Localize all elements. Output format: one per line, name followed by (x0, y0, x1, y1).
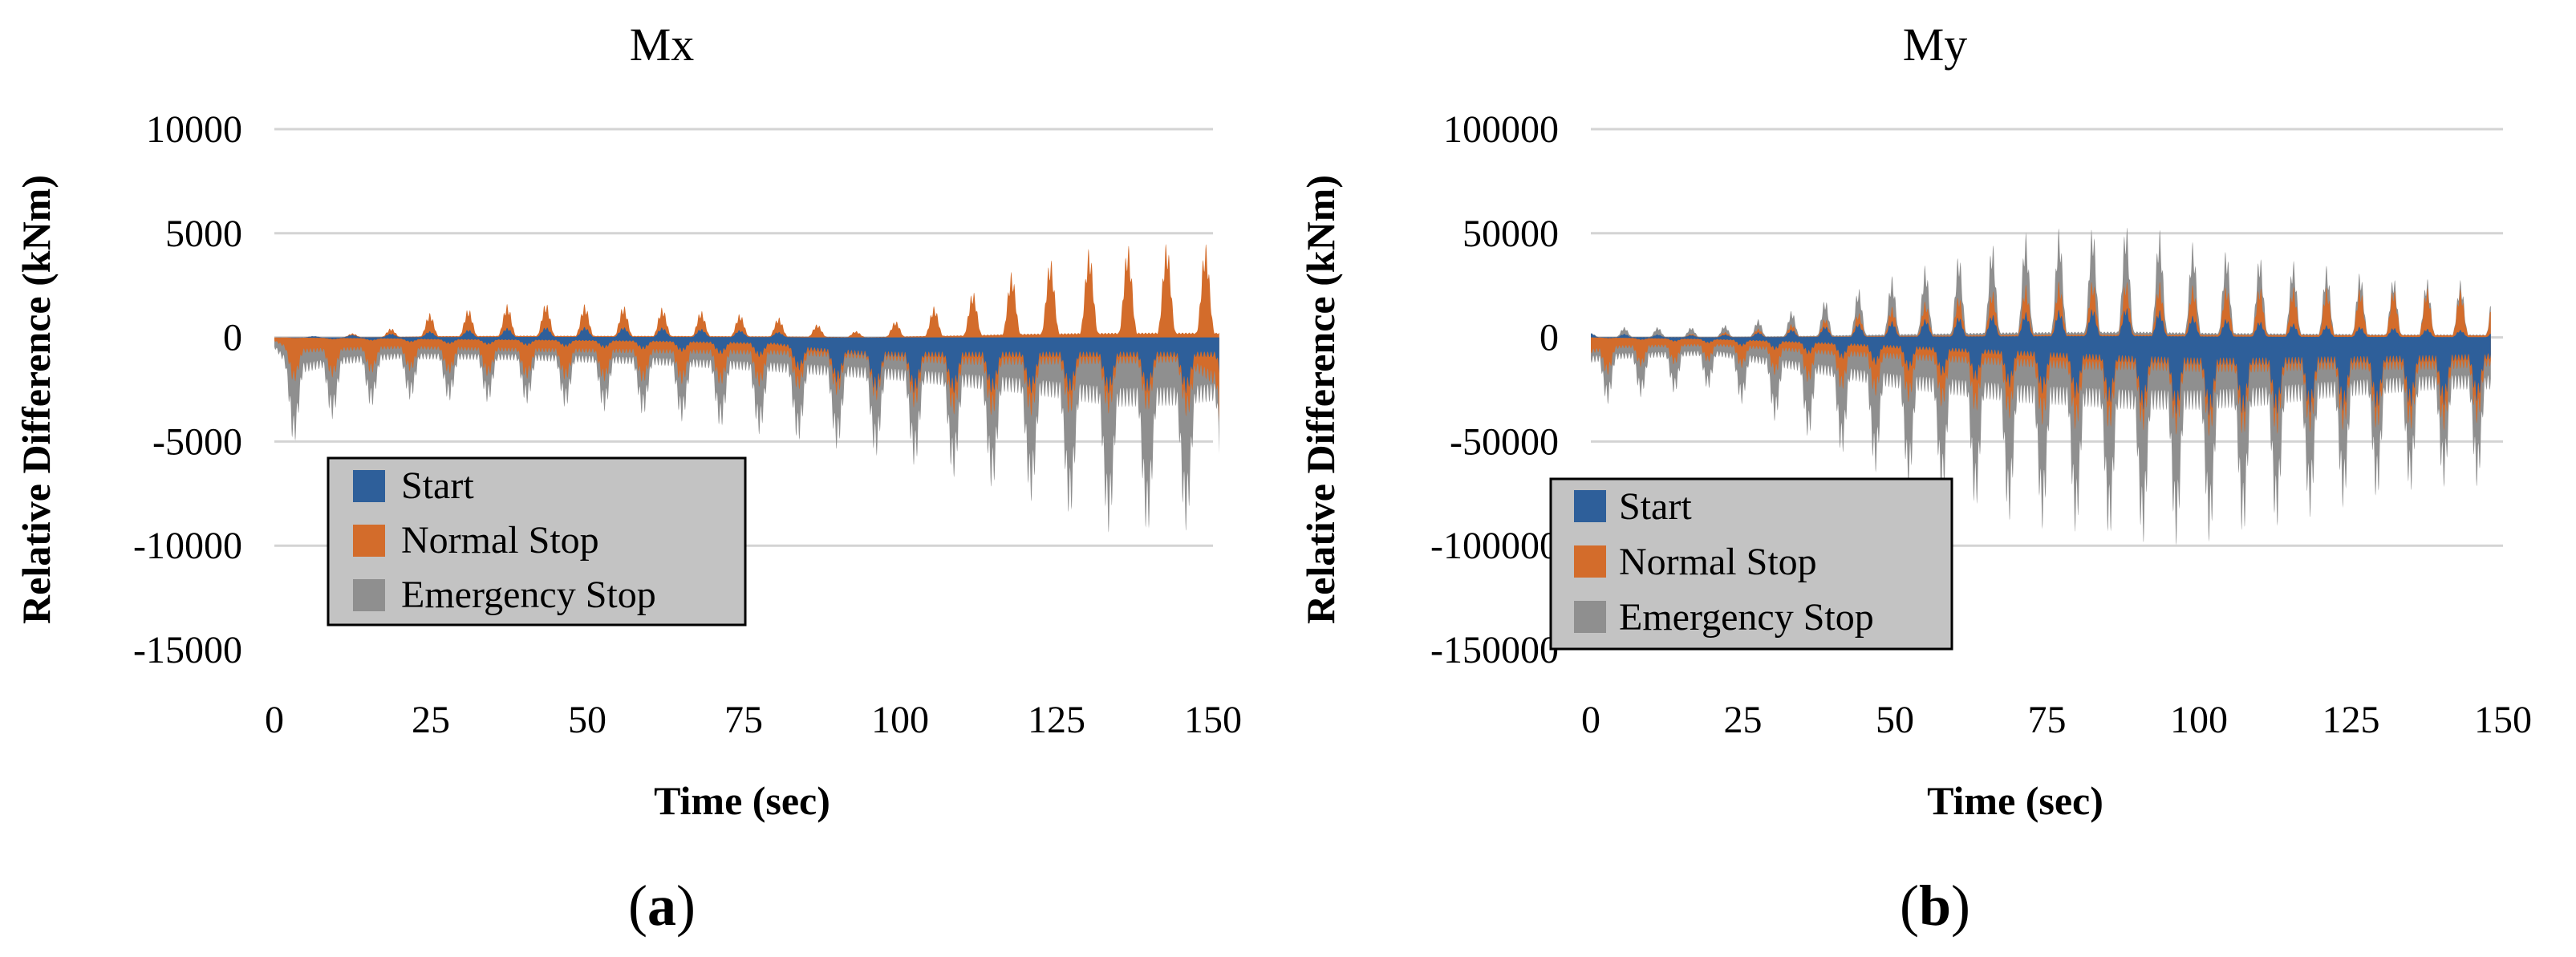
legend-swatch-normal-stop (353, 525, 385, 557)
y-tick-label: 0 (223, 317, 242, 359)
x-tick-label: 75 (2028, 699, 2067, 741)
y-tick-label: -15000 (133, 629, 242, 671)
caption-b-open: ( (1900, 874, 1919, 938)
legend-label-emergency-stop: Emergency Stop (401, 574, 656, 616)
x-tick-label: 100 (871, 699, 929, 741)
y-tick-labels: 10000 5000 0 -5000 -10000 -15000 (133, 108, 242, 671)
series-area-start (1591, 308, 2491, 416)
y-tick-label: -10000 (133, 525, 242, 567)
y-tick-label: 50000 (1462, 213, 1559, 255)
x-tick-label: 50 (1876, 699, 1914, 741)
caption-b-letter: b (1919, 874, 1951, 938)
legend-label-normal-stop: Normal Stop (1619, 541, 1817, 583)
chart-title: My (1903, 18, 1968, 71)
x-tick-label: 25 (1724, 699, 1763, 741)
x-tick-labels: 0 25 50 75 100 125 150 (1581, 699, 2532, 741)
x-tick-label: 25 (412, 699, 450, 741)
x-tick-label: 50 (568, 699, 606, 741)
x-axis-label: Time (sec) (654, 778, 830, 823)
legend-swatch-emergency-stop (1574, 601, 1606, 633)
x-tick-label: 150 (2474, 699, 2532, 741)
series-areas (1591, 227, 2491, 545)
y-tick-label: 10000 (146, 108, 242, 151)
caption-a: (a) (628, 874, 696, 938)
y-tick-label: 100000 (1443, 108, 1559, 151)
chart-title: Mx (630, 18, 695, 71)
legend-label-start: Start (1619, 485, 1692, 528)
x-tick-label: 125 (2322, 699, 2380, 741)
legend-label-start: Start (401, 464, 474, 507)
y-tick-labels: 100000 50000 0 -50000 -100000 -150000 (1430, 108, 1559, 671)
legend: Start Normal Stop Emergency Stop (1549, 477, 1953, 651)
y-axis-label: Relative Difference (kNm) (1298, 175, 1343, 624)
caption-a-open: ( (628, 874, 647, 938)
series-area-start (274, 326, 1219, 394)
legend-swatch-start (353, 470, 385, 502)
legend: Start Normal Stop Emergency Stop (327, 456, 747, 627)
caption-a-letter: a (647, 874, 676, 938)
y-tick-label: -150000 (1430, 629, 1559, 671)
x-tick-label: 0 (265, 699, 284, 741)
y-axis-label: Relative Difference (kNm) (14, 175, 59, 624)
x-tick-label: 125 (1028, 699, 1085, 741)
chart-my: My 100000 50000 0 -50000 -100000 -150000 0 25 5… (1298, 18, 2532, 938)
legend-swatch-emergency-stop (353, 579, 385, 611)
caption-b-close: ) (1951, 874, 1970, 938)
legend-swatch-start (1574, 490, 1606, 522)
legend-box (327, 456, 747, 627)
x-tick-label: 150 (1184, 699, 1242, 741)
legend-swatch-normal-stop (1574, 545, 1606, 578)
caption-b: (b) (1900, 874, 1970, 938)
y-tick-label: -5000 (152, 420, 242, 463)
legend-box (1549, 477, 1953, 651)
chart-mx: Mx 10000 5000 0 -5000 -10000 -15000 0 25 50 75 10… (14, 18, 1242, 938)
x-tick-label: 100 (2170, 699, 2228, 741)
x-axis-label: Time (sec) (1927, 778, 2103, 823)
series-areas (274, 244, 1219, 533)
y-tick-label: -50000 (1450, 420, 1559, 463)
legend-label-emergency-stop: Emergency Stop (1619, 596, 1874, 639)
caption-a-close: ) (676, 874, 696, 938)
x-tick-label: 75 (724, 699, 763, 741)
x-tick-label: 0 (1581, 699, 1600, 741)
y-tick-label: -100000 (1430, 525, 1559, 567)
legend-label-normal-stop: Normal Stop (401, 519, 599, 562)
y-tick-label: 0 (1540, 317, 1559, 359)
x-tick-labels: 0 25 50 75 100 125 150 (265, 699, 1242, 741)
series-area-normal-stop (274, 244, 1219, 423)
y-tick-label: 5000 (165, 213, 242, 255)
